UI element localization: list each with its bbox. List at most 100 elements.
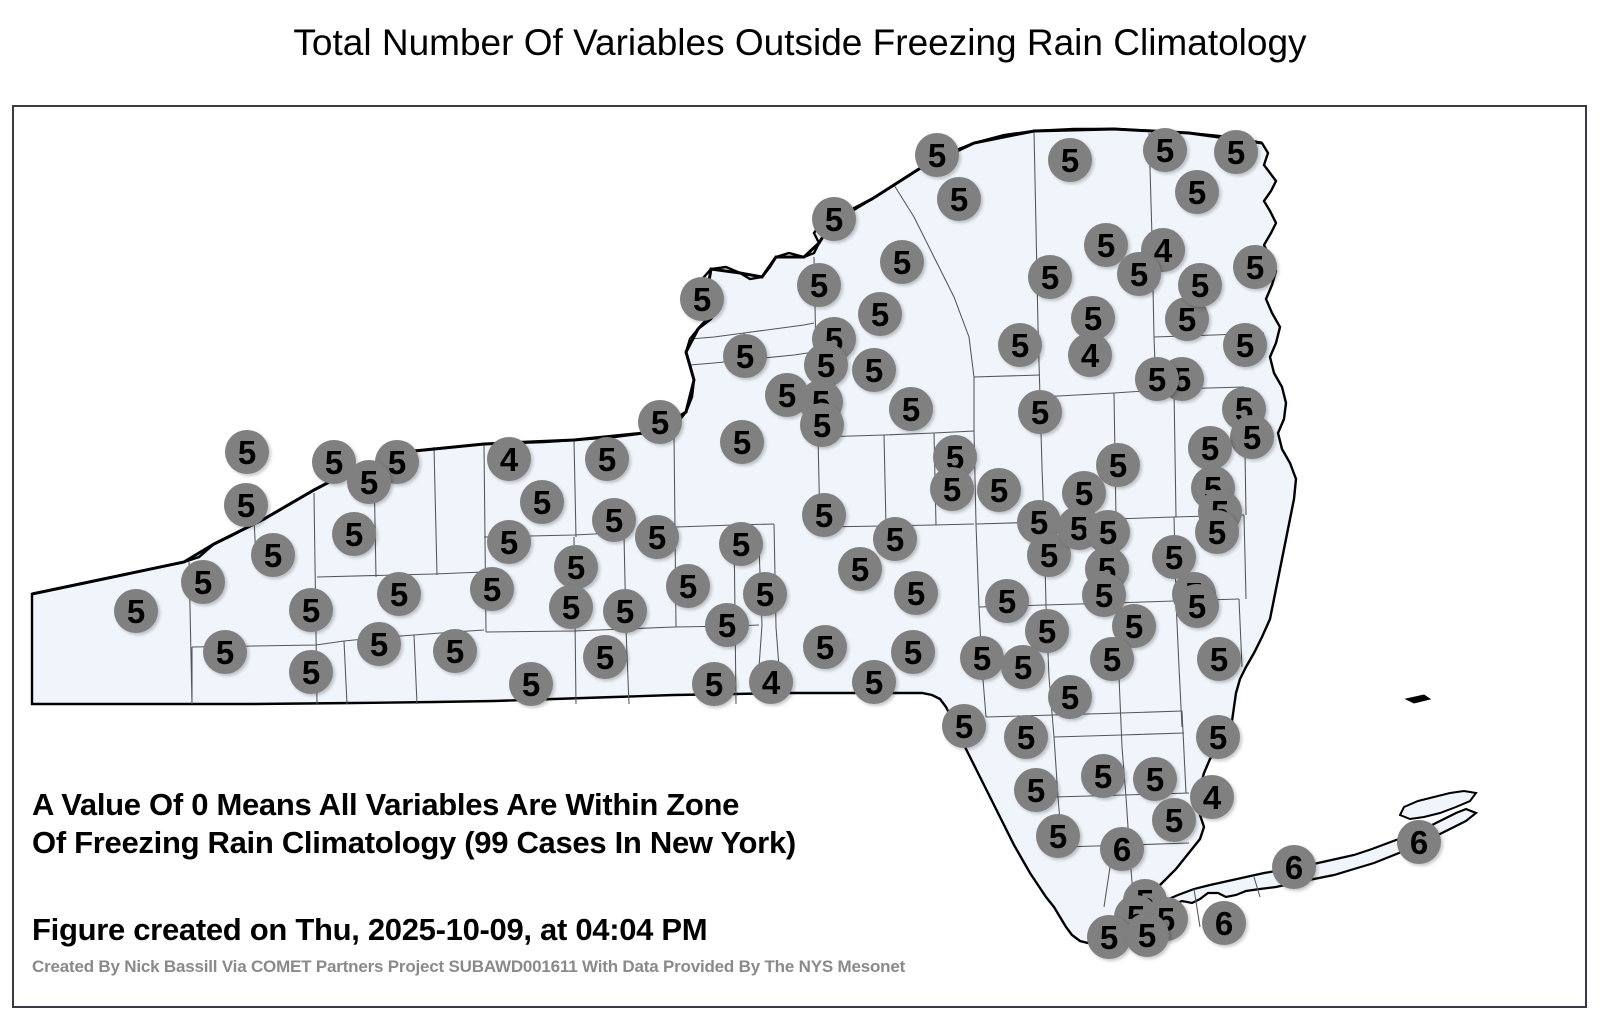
station-marker: 5 — [1175, 584, 1219, 628]
station-marker: 5 — [1001, 645, 1045, 689]
station-marker: 5 — [802, 493, 846, 537]
station-marker: 5 — [1086, 510, 1130, 554]
station-marker: 5 — [1195, 510, 1239, 554]
station-marker: 5 — [1028, 255, 1072, 299]
station-marker: 5 — [377, 572, 421, 616]
station-marker: 5 — [852, 660, 896, 704]
station-marker: 5 — [509, 662, 553, 706]
station-marker: 5 — [635, 515, 679, 559]
station-marker: 5 — [812, 197, 856, 241]
station-marker: 5 — [933, 435, 977, 479]
station-marker: 5 — [1004, 715, 1048, 759]
station-marker: 5 — [638, 400, 682, 444]
station-marker: 5 — [1135, 357, 1179, 401]
station-marker: 5 — [592, 498, 636, 542]
station-marker: 5 — [1096, 443, 1140, 487]
station-marker: 4 — [487, 437, 531, 481]
station-marker: 5 — [937, 177, 981, 221]
station-marker: 5 — [1087, 915, 1131, 959]
station-marker: 5 — [1152, 798, 1196, 842]
station-marker: 5 — [1152, 535, 1196, 579]
station-marker: 5 — [433, 629, 477, 673]
station-marker: 5 — [960, 636, 1004, 680]
station-marker: 5 — [719, 522, 763, 566]
station-marker: 6 — [1202, 901, 1246, 945]
station-marker: 5 — [692, 662, 736, 706]
station-marker: 5 — [1133, 757, 1177, 801]
station-marker: 5 — [743, 572, 787, 616]
station-marker: 5 — [585, 437, 629, 481]
station-marker: 4 — [749, 660, 793, 704]
station-marker: 5 — [800, 403, 844, 447]
station-marker: 5 — [873, 517, 917, 561]
station-marker: 5 — [1117, 252, 1161, 296]
station-marker: 5 — [930, 467, 974, 511]
explanation-line-1: A Value Of 0 Means All Variables Are Wit… — [32, 787, 740, 822]
station-marker: 5 — [942, 704, 986, 748]
station-marker: 5 — [1233, 245, 1277, 289]
station-marker: 6 — [1397, 820, 1441, 864]
station-marker: 5 — [520, 480, 564, 524]
station-marker: 5 — [1143, 128, 1187, 172]
station-marker: 5 — [225, 430, 269, 474]
station-marker: 5 — [880, 240, 924, 284]
station-marker: 5 — [181, 560, 225, 604]
station-marker: 5 — [894, 571, 938, 615]
station-marker: 5 — [985, 579, 1029, 623]
station-marker: 5 — [289, 588, 333, 632]
station-marker: 5 — [347, 460, 391, 504]
station-marker: 5 — [583, 635, 627, 679]
station-marker: 4 — [1190, 775, 1234, 819]
station-marker: 5 — [680, 277, 724, 321]
credit-line: Created By Nick Bassill Via COMET Partne… — [32, 957, 906, 976]
station-marker: 5 — [1197, 637, 1241, 681]
station-marker: 5 — [1178, 263, 1222, 307]
station-marker: 5 — [804, 343, 848, 387]
station-marker: 5 — [1196, 715, 1240, 759]
station-marker: 5 — [858, 292, 902, 336]
long-island-north-fork — [1398, 789, 1478, 821]
station-marker: 5 — [998, 323, 1042, 367]
station-marker: 5 — [1230, 415, 1274, 459]
explanation-line-2: Of Freezing Rain Climatology (99 Cases I… — [32, 825, 796, 860]
creation-timestamp: Figure created on Thu, 2025-10-09, at 04… — [32, 912, 708, 947]
station-marker: 5 — [705, 603, 749, 647]
station-marker: 5 — [357, 622, 401, 666]
station-marker: 5 — [1048, 138, 1092, 182]
station-marker: 5 — [203, 630, 247, 674]
station-marker: 5 — [1125, 913, 1169, 957]
station-marker: 5 — [1081, 754, 1125, 798]
station-marker: 5 — [289, 650, 333, 694]
station-marker: 5 — [1071, 296, 1115, 340]
station-marker: 5 — [114, 589, 158, 633]
station-marker: 5 — [1223, 323, 1267, 367]
station-marker: 5 — [1025, 609, 1069, 653]
page-title: Total Number Of Variables Outside Freezi… — [293, 22, 1307, 63]
station-marker: 5 — [1048, 675, 1092, 719]
station-marker: 5 — [852, 348, 896, 392]
station-marker: 5 — [838, 547, 882, 591]
station-marker: 4 — [1068, 333, 1112, 377]
station-marker: 5 — [332, 512, 376, 556]
station-marker: 5 — [1214, 130, 1258, 174]
station-marker: 5 — [549, 585, 593, 629]
station-marker: 5 — [1175, 170, 1219, 214]
station-marker: 5 — [1082, 573, 1126, 617]
station-marker: 5 — [603, 589, 647, 633]
station-marker: 6 — [1100, 827, 1144, 871]
station-marker: 5 — [666, 564, 710, 608]
station-marker: 5 — [1014, 768, 1058, 812]
station-marker: 5 — [1090, 637, 1134, 681]
station-marker: 5 — [554, 545, 598, 589]
small-island — [1404, 694, 1432, 704]
station-marker: 5 — [977, 468, 1021, 512]
station-marker: 6 — [1272, 845, 1316, 889]
station-marker: 5 — [224, 483, 268, 527]
station-marker: 5 — [1036, 814, 1080, 858]
station-marker: 5 — [487, 520, 531, 564]
station-marker: 5 — [723, 334, 767, 378]
station-marker: 5 — [889, 387, 933, 431]
